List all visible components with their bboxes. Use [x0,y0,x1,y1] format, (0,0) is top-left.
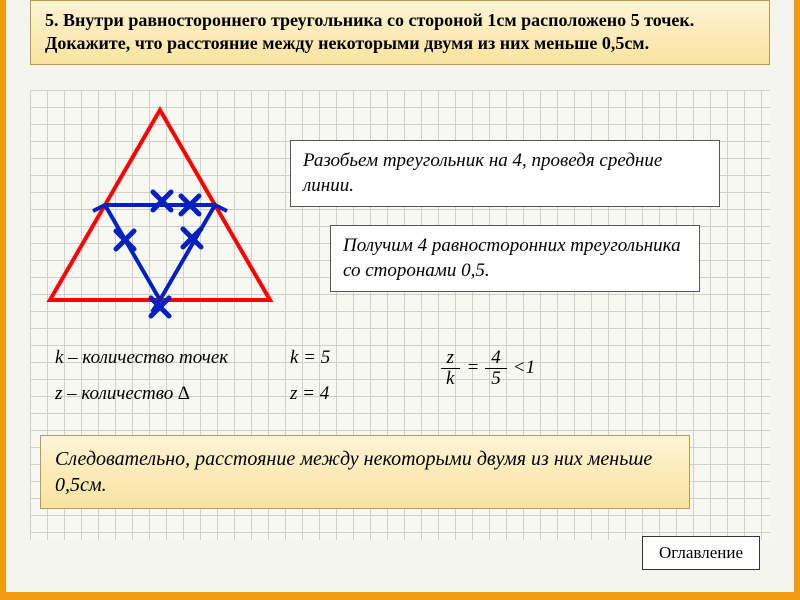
midsegment-lines [93,205,227,312]
fraction-zk: z k [440,348,460,389]
conclusion-box: Следовательно, расстояние между некоторы… [40,435,690,509]
less-than-1: <1 [513,357,535,379]
val-z: z = 4 [290,376,330,412]
step-box-1: Разобьем треугольник на 4, проведя средн… [290,140,720,207]
problem-text: 5. Внутри равностороннего треугольника с… [45,10,694,53]
frac-num-z: z [441,348,460,369]
fraction-45: 4 5 [485,348,507,389]
variable-definitions: k – количество точек z – количество ∆ [55,340,228,412]
frac-den-k: k [440,369,460,389]
step-1-text: Разобьем треугольник на 4, проведя средн… [303,150,662,196]
triangle-diagram [40,100,280,320]
toc-button[interactable]: Оглавление [642,536,760,570]
val-k: k = 5 [290,340,330,376]
equals-sign: = [466,357,479,379]
frac-den-5: 5 [485,369,507,389]
fraction-inequality: z k = 4 5 <1 [440,348,535,389]
toc-label: Оглавление [659,543,743,562]
step-box-2: Получим 4 равносторонних треугольника со… [330,225,700,292]
frac-num-4: 4 [485,348,507,369]
problem-statement: 5. Внутри равностороннего треугольника с… [30,0,770,65]
conclusion-text: Следовательно, расстояние между некоторы… [55,448,652,496]
def-k: k – количество точек [55,340,228,376]
step-2-text: Получим 4 равносторонних треугольника со… [343,235,681,281]
variable-values: k = 5 z = 4 [290,340,330,412]
def-z: z – количество ∆ [55,376,228,412]
